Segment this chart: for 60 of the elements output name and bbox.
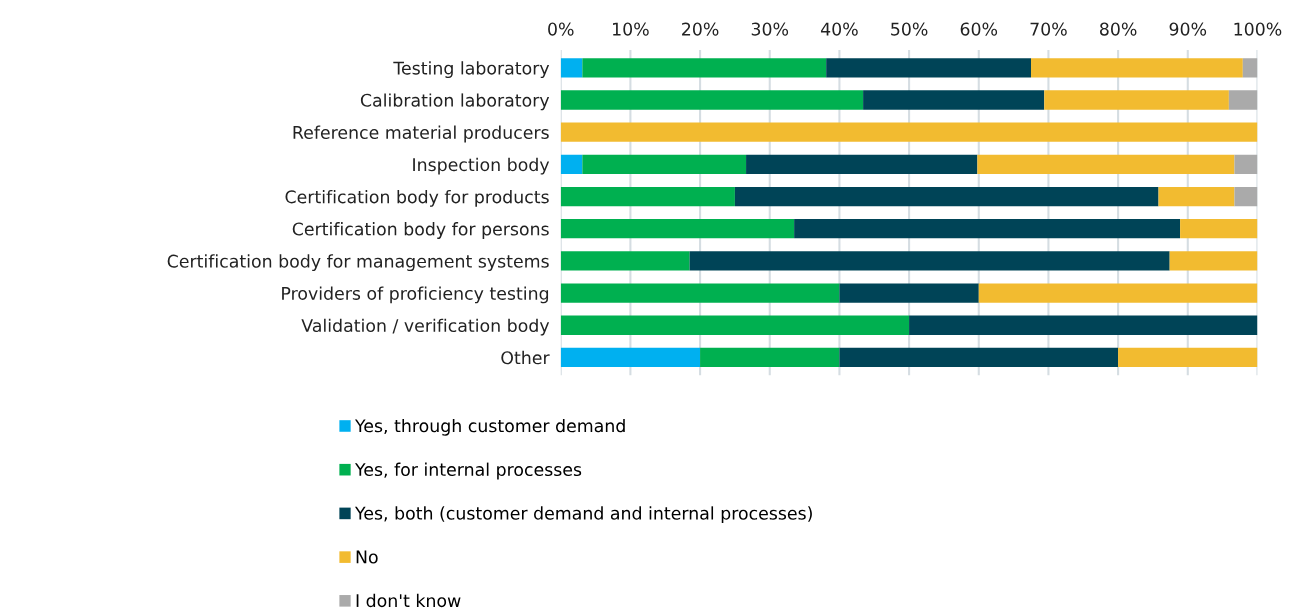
- y-tick-label: Reference material producers: [293, 125, 549, 143]
- legend-label: Yes, through customer demand: [354, 418, 625, 436]
- bar: [560, 186, 735, 207]
- bar: [560, 154, 583, 175]
- x-tick-label: 100%: [1234, 22, 1282, 36]
- y-tick-label: Certification body for products: [285, 189, 549, 207]
- legend-label: No: [356, 550, 378, 564]
- bar: [560, 90, 864, 110]
- y-tick-label: Testing laboratory: [393, 61, 550, 79]
- bar: [560, 58, 583, 78]
- y-tick-label: Providers of proficiency testing: [282, 286, 549, 304]
- bar: [560, 283, 840, 303]
- bar: [1044, 90, 1229, 110]
- bar: [1031, 58, 1243, 78]
- bar: [1234, 186, 1258, 207]
- legend-label: Yes, both (customer demand and internal processes): [354, 506, 812, 524]
- y-tick-label: Inspection body: [413, 157, 550, 175]
- x-tick-label: 90%: [1169, 22, 1207, 36]
- x-tick-label: 80%: [1099, 22, 1137, 36]
- bar: [582, 154, 747, 175]
- bar: [689, 251, 1170, 271]
- bar: [1234, 154, 1258, 175]
- bar: [1169, 251, 1258, 271]
- y-tick-label: Calibration laboratory: [360, 93, 550, 111]
- x-tick-label: 0%: [548, 22, 574, 36]
- bar: [839, 347, 1119, 368]
- bar: [700, 347, 840, 368]
- bar: [560, 219, 795, 239]
- bar: [794, 219, 1181, 239]
- bar: [977, 154, 1235, 175]
- bar: [1228, 90, 1258, 110]
- legend-label: I don't know: [356, 593, 461, 608]
- bar: [1180, 219, 1258, 239]
- legend-label: Yes, for internal processes: [354, 462, 582, 480]
- bar: [1118, 347, 1258, 368]
- x-tick-label: 30%: [751, 22, 789, 36]
- x-tick-label: 50%: [891, 22, 928, 36]
- bar: [1158, 186, 1235, 207]
- bar: [582, 58, 827, 78]
- bar: [560, 251, 690, 271]
- y-tick-label: Certification body for management systems: [167, 254, 549, 272]
- bar: [560, 347, 701, 368]
- bar: [560, 122, 1258, 142]
- bar: [734, 186, 1159, 207]
- bar: [978, 283, 1258, 303]
- y-tick-label: Other: [501, 350, 550, 365]
- x-tick-label: 10%: [613, 22, 649, 36]
- y-tick-label: Validation / verification body: [301, 318, 550, 336]
- bar: [746, 154, 978, 175]
- bar: [863, 90, 1045, 110]
- bar: [1242, 58, 1258, 78]
- bar: [560, 315, 910, 335]
- x-tick-label: 60%: [960, 22, 998, 36]
- x-tick-label: 70%: [1030, 22, 1067, 36]
- bar: [839, 283, 979, 303]
- bar: [826, 58, 1032, 78]
- bar: [909, 315, 1258, 335]
- x-tick-label: 40%: [820, 22, 858, 36]
- x-tick-label: 20%: [682, 22, 719, 36]
- y-tick-label: Certification body for persons: [292, 222, 549, 239]
